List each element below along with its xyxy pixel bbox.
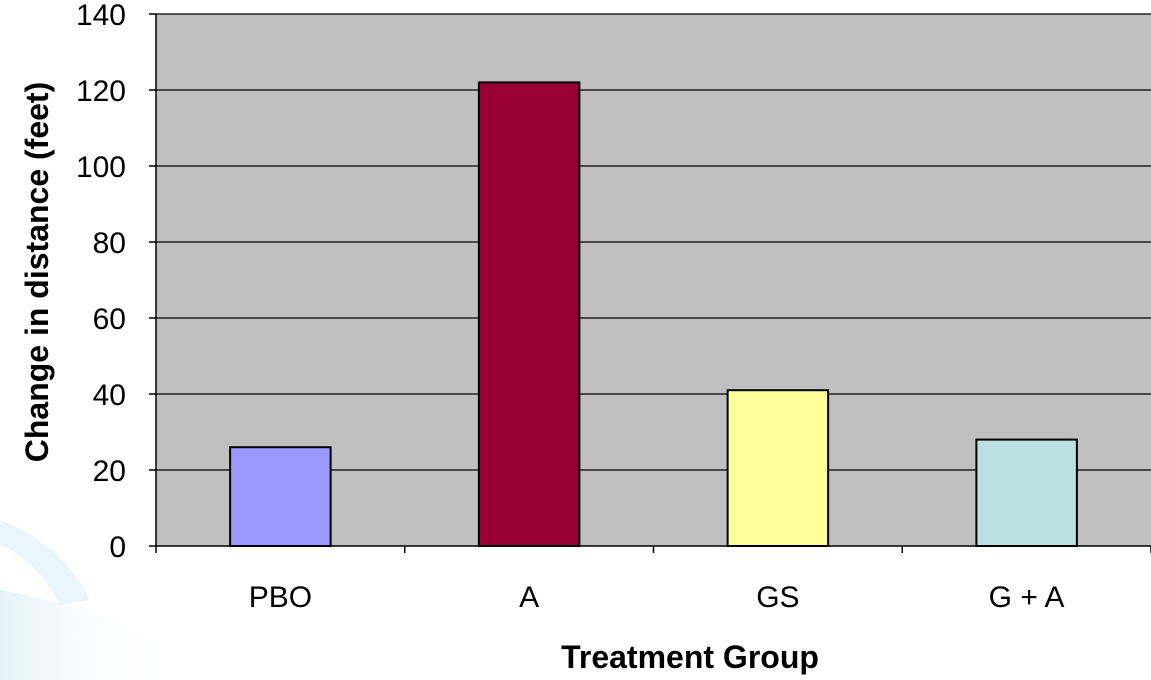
y-tick-label-0: 0 xyxy=(109,531,126,564)
y-tick-label-140: 140 xyxy=(76,0,126,32)
y-tick-label-60: 60 xyxy=(93,303,126,336)
x-tick-label-pbo: PBO xyxy=(249,581,312,614)
y-tick-label-100: 100 xyxy=(76,151,126,184)
x-tick-label-gs: GS xyxy=(756,581,799,614)
background-swoosh xyxy=(0,520,175,680)
bar-g-a xyxy=(975,438,1078,548)
y-axis-title: Change in distance (feet) xyxy=(19,82,55,463)
y-tick-label-120: 120 xyxy=(76,75,126,108)
y-tick-label-20: 20 xyxy=(93,455,126,488)
y-tick-label-80: 80 xyxy=(93,227,126,260)
x-tick-label-g-a: G + A xyxy=(989,581,1065,614)
x-axis-title: Treatment Group xyxy=(561,639,819,675)
y-tick-label-40: 40 xyxy=(93,379,126,412)
bar-gs xyxy=(726,389,830,548)
x-tick-label-a: A xyxy=(519,581,539,614)
bar-pbo xyxy=(229,446,332,548)
bar-a xyxy=(477,81,581,548)
